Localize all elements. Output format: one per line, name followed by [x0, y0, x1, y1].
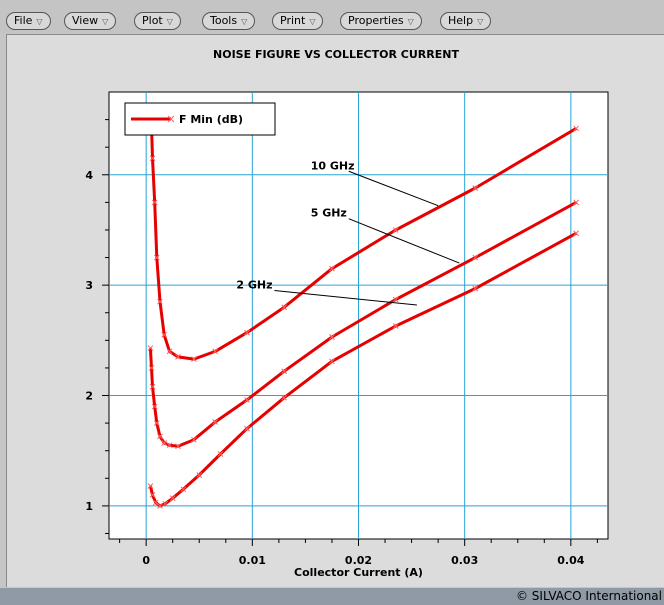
- data-point-marker: [281, 304, 288, 311]
- data-point-marker: [149, 155, 156, 162]
- chevron-down-icon: ▽: [102, 17, 109, 26]
- data-point-marker: [175, 443, 181, 450]
- data-point-marker: [191, 436, 197, 443]
- menu-help-button[interactable]: Help ▽: [440, 12, 492, 30]
- chevron-down-icon: ▽: [477, 17, 484, 26]
- data-point-marker: [180, 486, 187, 493]
- data-point-marker: [149, 491, 156, 498]
- chart-canvas[interactable]: 0 0.01 0.02 0.03 0.04 1 2 3 4 Collector Current (…: [7, 35, 664, 587]
- x-tick-label: 0.03: [451, 554, 478, 567]
- data-point-marker: [148, 365, 155, 371]
- data-point-marker: [151, 199, 158, 206]
- menu-print-button[interactable]: Print ▽: [272, 12, 324, 30]
- data-point-marker: [212, 348, 219, 355]
- chevron-down-icon: ▽: [241, 17, 248, 26]
- data-point-marker: [281, 368, 288, 375]
- data-point-marker: [472, 285, 479, 292]
- annotation-leader-line: [348, 218, 460, 264]
- data-point-marker: [281, 394, 288, 401]
- menu-label: Tools: [210, 14, 238, 27]
- data-point-marker: [329, 358, 335, 365]
- legend-swatch-marker: [167, 115, 175, 123]
- data-point-marker: [392, 323, 399, 329]
- menu-view-button[interactable]: View ▽: [64, 12, 117, 30]
- data-point-marker: [157, 298, 163, 305]
- data-point-marker: [162, 500, 169, 507]
- data-point-marker: [157, 503, 163, 509]
- x-axis-label: Collector Current (A): [294, 566, 423, 579]
- menu-plot-button[interactable]: Plot ▽: [134, 12, 181, 30]
- data-point-marker: [244, 425, 250, 432]
- annotation-leader-line: [348, 170, 439, 207]
- data-point-marker: [217, 451, 224, 457]
- menu-label: Properties: [348, 14, 404, 27]
- y-tick-label: 4: [85, 169, 93, 182]
- menu-label: Print: [280, 14, 306, 27]
- annotation-label: 2 GHz: [236, 278, 272, 291]
- menu-file-button[interactable]: File ▽: [6, 12, 51, 30]
- data-point-marker: [244, 397, 250, 403]
- y-tick-label: 1: [85, 500, 93, 513]
- data-point-marker: [392, 296, 399, 303]
- data-point-marker: [244, 329, 250, 336]
- data-point-marker: [161, 440, 168, 446]
- data-point-marker: [191, 356, 197, 362]
- data-point-marker: [147, 483, 154, 489]
- x-tick-label: 0: [142, 554, 150, 567]
- data-point-marker: [153, 420, 160, 426]
- data-point-marker: [392, 227, 399, 233]
- data-point-marker: [152, 499, 159, 506]
- copyright-text: © SILVACO International: [515, 589, 662, 603]
- menu-label: Help: [448, 14, 474, 27]
- data-point-marker: [329, 334, 335, 340]
- series-line-10-ghz: [150, 125, 577, 361]
- data-point-marker: [329, 265, 335, 272]
- menu-tools-button[interactable]: Tools ▽: [202, 12, 256, 30]
- legend-entry-label: F Min (dB): [179, 113, 243, 126]
- data-point-marker: [573, 230, 580, 237]
- data-point-marker: [166, 442, 173, 449]
- data-point-marker: [175, 354, 181, 360]
- menu-bar: File ▽ View ▽ Plot ▽ Tools ▽ Print ▽ Properti…: [0, 0, 664, 34]
- chevron-down-icon: ▽: [36, 17, 43, 26]
- data-point-marker: [161, 331, 168, 338]
- chevron-down-icon: ▽: [407, 17, 414, 26]
- data-point-marker: [157, 433, 163, 440]
- chart-title: NOISE FIGURE VS COLLECTOR CURRENT: [213, 48, 459, 61]
- x-tick-label: 0.02: [345, 554, 372, 567]
- data-point-marker: [149, 383, 156, 390]
- x-tick-label: 0.01: [239, 554, 266, 567]
- data-point-marker: [196, 472, 203, 478]
- annotation-label: 5 GHz: [311, 207, 347, 220]
- data-point-marker: [573, 199, 580, 206]
- y-tick-label: 2: [85, 390, 93, 403]
- data-point-marker: [212, 419, 219, 425]
- data-point-marker: [169, 495, 176, 502]
- menu-label: View: [72, 14, 99, 27]
- x-tick-label: 0.04: [557, 554, 584, 567]
- annotation-leader-line: [274, 289, 417, 306]
- data-point-marker: [573, 125, 580, 132]
- data-point-marker: [153, 254, 160, 261]
- menu-properties-button[interactable]: Properties ▽: [340, 12, 422, 30]
- data-point-marker: [472, 185, 479, 191]
- menu-label: Plot: [142, 14, 163, 27]
- menu-label: File: [14, 14, 33, 27]
- data-point-marker: [147, 345, 154, 351]
- data-point-marker: [472, 254, 479, 261]
- y-tick-label: 3: [85, 279, 93, 292]
- chevron-down-icon: ▽: [166, 17, 173, 26]
- plot-panel: NOISE FIGURE VS COLLECTOR CURRENT 0 0.01 0…: [6, 34, 664, 587]
- annotation-label: 10 GHz: [311, 159, 355, 172]
- data-point-marker: [151, 403, 158, 410]
- status-bar: © SILVACO International: [0, 588, 664, 605]
- chevron-down-icon: ▽: [309, 17, 316, 26]
- data-point-marker: [166, 348, 173, 355]
